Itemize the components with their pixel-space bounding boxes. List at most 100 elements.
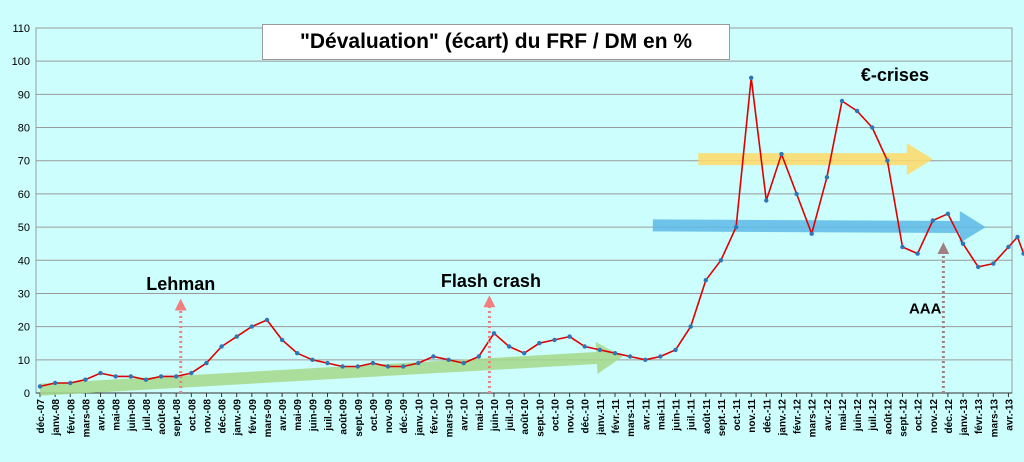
x-tick-label: juil.-11 (687, 399, 698, 432)
x-tick-label: nov.-12 (929, 399, 940, 434)
data-point (824, 175, 830, 180)
data-point (506, 344, 512, 349)
data-point (703, 278, 708, 283)
x-tick-label: déc.-09 (399, 399, 410, 434)
annotation-label: AAA (909, 300, 942, 317)
data-point (416, 360, 421, 366)
x-tick-label: févr.-09 (248, 399, 259, 434)
data-point (385, 364, 391, 369)
data-point (885, 158, 890, 163)
x-tick-label: avr.-13 (1004, 399, 1015, 431)
data-point (204, 360, 209, 366)
trend-layer (39, 143, 986, 396)
annotation-layer: Lehman Flash crash €-crises AAA (146, 65, 941, 317)
x-tick-label: févr.-12 (793, 399, 804, 434)
y-tick-label: 50 (18, 222, 30, 234)
x-tick-label: févr.-08 (66, 399, 77, 434)
x-tick-label: avr.-11 (641, 399, 652, 431)
x-tick-label: janv.-11 (596, 399, 607, 436)
x-tick-label: oct.-09 (369, 399, 380, 432)
x-tick-label: août-09 (339, 399, 350, 435)
data-point (749, 75, 754, 81)
trend-arrow (698, 143, 933, 176)
x-tick-label: juil.-09 (324, 399, 335, 432)
data-point (234, 334, 239, 339)
x-tick-label: sept.-08 (172, 399, 183, 437)
data-point (310, 357, 315, 362)
data-point (279, 337, 285, 343)
data-point (522, 351, 527, 356)
data-point (143, 377, 149, 382)
data-point (976, 264, 981, 270)
data-point (552, 337, 557, 343)
x-tick-label: janv.-12 (777, 399, 788, 437)
x-tick-label: avr.-09 (278, 399, 289, 431)
data-point (37, 384, 43, 389)
data-point (794, 191, 799, 197)
x-tick-label: oct.-08 (187, 399, 198, 432)
data-point (643, 357, 648, 362)
annotation-label: Flash crash (441, 271, 541, 291)
x-tick-label: févr.-10 (429, 399, 440, 434)
data-point (158, 374, 164, 379)
x-tick-label: nov.-09 (384, 399, 395, 434)
trend-arrow (39, 342, 623, 396)
x-tick-label: mars-08 (81, 399, 92, 438)
y-tick-label: 70 (18, 156, 30, 168)
data-point (945, 211, 951, 216)
data-point (779, 151, 784, 157)
y-tick-label: 80 (18, 123, 30, 135)
x-tick-label: mai-12 (838, 399, 849, 431)
x-tick-label: févr.-11 (611, 399, 622, 434)
data-point (567, 334, 572, 339)
data-point (1006, 244, 1011, 250)
data-point (688, 324, 693, 329)
x-tick-label: mars-10 (445, 399, 456, 438)
x-tick-label: juin-12 (853, 399, 864, 433)
data-point (476, 354, 481, 359)
data-point (764, 198, 769, 203)
data-point (612, 351, 618, 356)
data-point (264, 317, 270, 323)
x-tick-label: janv.-09 (233, 399, 244, 437)
x-tick-label: mars-11 (626, 399, 637, 437)
chart-title: "Dévaluation" (écart) du FRF / DM en % (262, 24, 730, 60)
data-point (809, 231, 814, 236)
data-point (915, 251, 920, 256)
x-tick-label: nov.-11 (747, 399, 758, 433)
data-point (673, 347, 678, 353)
y-tick-label: 90 (18, 89, 30, 101)
data-point (401, 364, 406, 369)
y-tick-label: 20 (18, 322, 30, 334)
data-point (68, 380, 73, 386)
data-point (219, 344, 224, 349)
x-tick-label: mars-09 (263, 399, 274, 438)
x-tick-label: déc.-08 (218, 399, 229, 434)
x-tick-label: mai-10 (475, 399, 486, 431)
annotation-label: €-crises (861, 65, 929, 85)
x-tick-label: juin-11 (672, 399, 683, 432)
data-point (718, 258, 724, 263)
x-tick-label: avr.-08 (97, 399, 108, 431)
data-point (854, 108, 860, 114)
annotation-label: Lehman (146, 274, 215, 294)
data-point (189, 370, 194, 376)
x-tick-label: mai-09 (293, 399, 304, 431)
x-tick-label: janv.-13 (959, 399, 970, 437)
data-point (839, 98, 845, 104)
x-tick-label: nov.-08 (202, 399, 213, 434)
data-point (991, 261, 996, 266)
x-tick-label: sept.-12 (899, 399, 910, 437)
x-tick-label: juil.-10 (505, 399, 516, 432)
x-tick-label: mai-11 (656, 399, 667, 431)
x-tick-label: août-11 (702, 399, 713, 434)
data-point (733, 224, 739, 230)
x-tick-label: sept.-10 (535, 399, 546, 437)
x-tick-label: avr.-12 (823, 399, 834, 431)
x-tick-label: déc.-12 (944, 399, 955, 434)
data-point (431, 354, 436, 359)
x-tick-label: juin-08 (127, 399, 138, 433)
tick-layer: 0 10 20 30 40 50 60 70 80 90 100 110 déc.-07 janv.-08… (12, 23, 1016, 437)
x-tick-label: nov.-10 (566, 399, 577, 434)
